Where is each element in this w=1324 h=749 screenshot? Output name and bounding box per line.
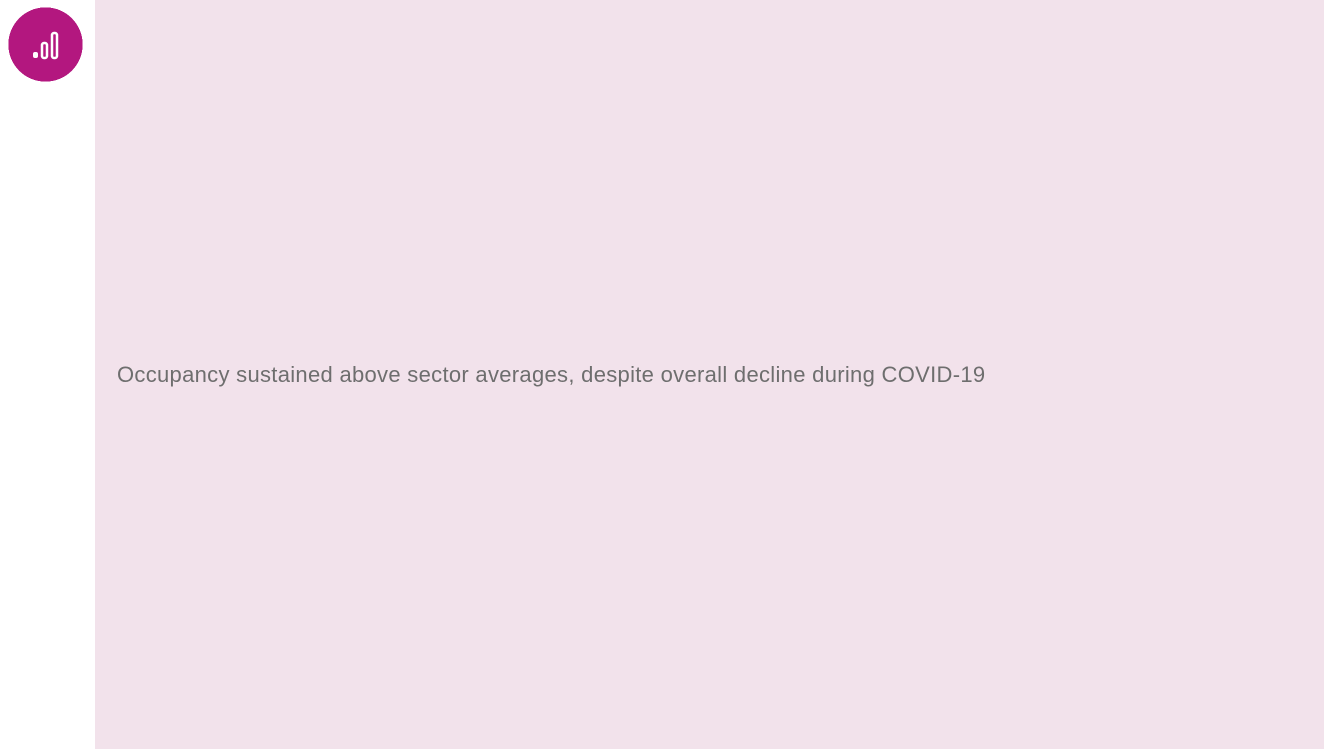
highlight-text: Occupancy sustained above sector average… [117, 358, 985, 391]
highlight-box: Occupancy sustained above sector average… [95, 0, 1324, 749]
icon-circle [8, 7, 83, 82]
text-segment: Occupancy sustained above sector average… [117, 362, 986, 387]
icon [8, 7, 83, 82]
